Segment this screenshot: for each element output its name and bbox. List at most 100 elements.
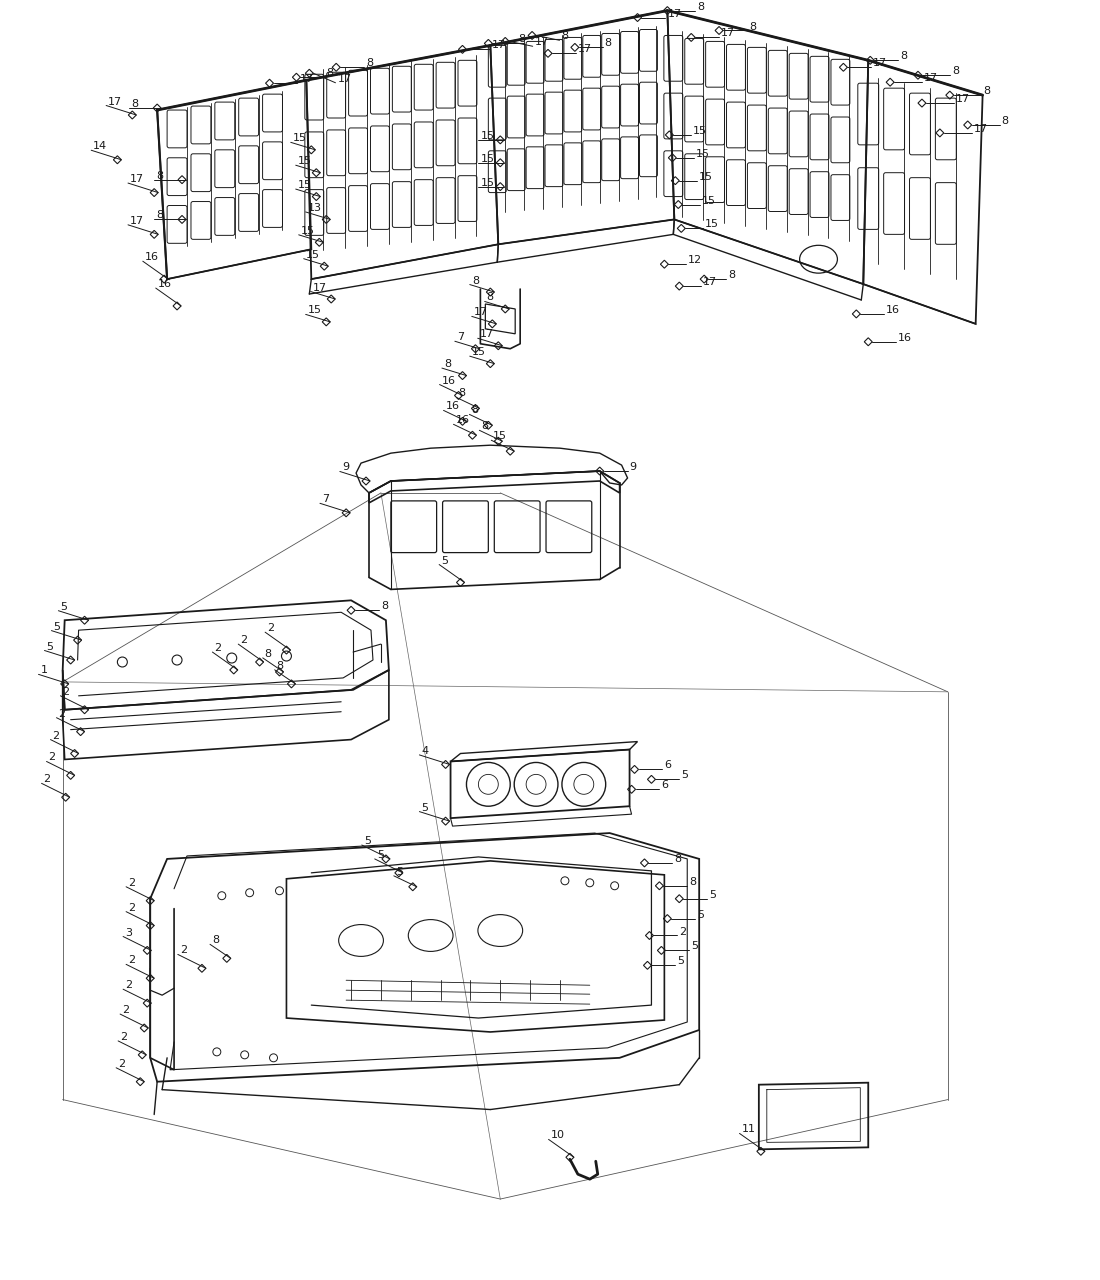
Text: 9: 9 bbox=[629, 462, 637, 472]
Text: 15: 15 bbox=[472, 347, 486, 357]
Text: 5: 5 bbox=[678, 956, 684, 966]
Text: 15: 15 bbox=[298, 156, 311, 166]
Text: 17: 17 bbox=[474, 307, 488, 317]
Text: 8: 8 bbox=[156, 210, 163, 220]
Text: 9: 9 bbox=[342, 462, 349, 472]
Text: 15: 15 bbox=[481, 154, 494, 164]
Text: 5: 5 bbox=[60, 602, 67, 612]
Text: 5: 5 bbox=[376, 850, 384, 860]
Text: 5: 5 bbox=[681, 771, 689, 781]
Text: 17: 17 bbox=[668, 9, 682, 19]
Text: 6: 6 bbox=[661, 781, 669, 790]
Text: 17: 17 bbox=[130, 216, 144, 225]
Text: 11: 11 bbox=[741, 1124, 756, 1134]
Text: 5: 5 bbox=[46, 641, 54, 652]
Text: 15: 15 bbox=[493, 431, 507, 442]
Text: 15: 15 bbox=[298, 180, 311, 191]
Text: 8: 8 bbox=[327, 68, 333, 78]
Text: 16: 16 bbox=[145, 252, 158, 262]
Text: 16: 16 bbox=[441, 375, 455, 385]
Text: 8: 8 bbox=[156, 170, 163, 180]
Text: 17: 17 bbox=[956, 95, 970, 104]
Text: 8: 8 bbox=[381, 602, 388, 612]
Text: 8: 8 bbox=[697, 1, 704, 12]
Text: 5: 5 bbox=[710, 890, 716, 900]
Text: 6: 6 bbox=[664, 760, 671, 771]
Text: 5: 5 bbox=[396, 867, 403, 877]
Text: 17: 17 bbox=[578, 45, 592, 54]
Text: 8: 8 bbox=[482, 421, 488, 431]
Text: 10: 10 bbox=[550, 1130, 564, 1140]
Text: 17: 17 bbox=[873, 59, 888, 68]
Text: 16: 16 bbox=[446, 402, 460, 411]
Text: 8: 8 bbox=[265, 649, 272, 659]
Text: 2: 2 bbox=[122, 1005, 129, 1015]
Text: 15: 15 bbox=[693, 125, 707, 136]
Text: 2: 2 bbox=[128, 902, 135, 913]
Text: 2: 2 bbox=[128, 955, 135, 965]
Text: 3: 3 bbox=[125, 928, 132, 937]
Text: 8: 8 bbox=[900, 51, 908, 61]
Text: 5: 5 bbox=[364, 836, 371, 846]
Text: 16: 16 bbox=[887, 305, 900, 315]
Text: 2: 2 bbox=[240, 635, 248, 645]
Text: 17: 17 bbox=[312, 283, 327, 293]
Text: 8: 8 bbox=[1001, 116, 1009, 125]
Text: 17: 17 bbox=[299, 74, 314, 84]
Text: 5: 5 bbox=[54, 622, 60, 631]
Text: 2: 2 bbox=[118, 1059, 125, 1069]
Text: 8: 8 bbox=[459, 389, 465, 398]
Text: 2: 2 bbox=[214, 643, 221, 653]
Text: 15: 15 bbox=[481, 178, 494, 188]
Text: 2: 2 bbox=[53, 731, 59, 741]
Text: 7: 7 bbox=[456, 333, 464, 342]
Text: 8: 8 bbox=[277, 660, 284, 671]
Text: 2: 2 bbox=[58, 709, 66, 719]
Text: 8: 8 bbox=[366, 59, 373, 68]
Text: 2: 2 bbox=[267, 623, 274, 634]
Text: 4: 4 bbox=[421, 746, 429, 756]
Text: 8: 8 bbox=[444, 360, 451, 369]
Text: 2: 2 bbox=[128, 878, 135, 888]
Text: 5: 5 bbox=[691, 941, 698, 951]
Text: 14: 14 bbox=[94, 141, 108, 151]
Text: 5: 5 bbox=[421, 803, 428, 813]
Text: 15: 15 bbox=[300, 225, 315, 236]
Text: 15: 15 bbox=[696, 148, 711, 159]
Text: 16: 16 bbox=[898, 333, 912, 343]
Text: 17: 17 bbox=[535, 37, 549, 47]
Text: 7: 7 bbox=[322, 494, 329, 504]
Text: 16: 16 bbox=[157, 279, 172, 289]
Text: 8: 8 bbox=[728, 270, 735, 280]
Text: 8: 8 bbox=[605, 38, 612, 49]
Text: 12: 12 bbox=[689, 255, 703, 265]
Text: 2: 2 bbox=[44, 774, 51, 785]
Text: 17: 17 bbox=[722, 28, 735, 38]
Text: 15: 15 bbox=[700, 172, 713, 182]
Text: 8: 8 bbox=[561, 31, 569, 41]
Text: 17: 17 bbox=[338, 74, 352, 83]
Text: 15: 15 bbox=[702, 196, 716, 206]
Text: 8: 8 bbox=[131, 99, 139, 109]
Text: 8: 8 bbox=[212, 936, 219, 946]
Text: 2: 2 bbox=[125, 980, 132, 991]
Text: 8: 8 bbox=[472, 406, 478, 416]
Text: 13: 13 bbox=[308, 204, 321, 212]
Text: 1: 1 bbox=[41, 666, 47, 676]
Text: 5: 5 bbox=[441, 556, 448, 566]
Text: 8: 8 bbox=[983, 86, 991, 96]
Text: 8: 8 bbox=[674, 854, 681, 864]
Text: 8: 8 bbox=[952, 67, 959, 77]
Text: 17: 17 bbox=[703, 276, 717, 287]
Text: 2: 2 bbox=[48, 753, 56, 763]
Text: 17: 17 bbox=[493, 41, 506, 50]
Text: 8: 8 bbox=[690, 877, 696, 887]
Text: 15: 15 bbox=[306, 250, 320, 260]
Text: 8: 8 bbox=[749, 22, 756, 32]
Text: 15: 15 bbox=[705, 219, 719, 229]
Text: 15: 15 bbox=[293, 133, 307, 143]
Text: 17: 17 bbox=[924, 73, 938, 83]
Text: 15: 15 bbox=[481, 131, 494, 141]
Text: 17: 17 bbox=[108, 96, 122, 106]
Text: 2: 2 bbox=[680, 927, 686, 937]
